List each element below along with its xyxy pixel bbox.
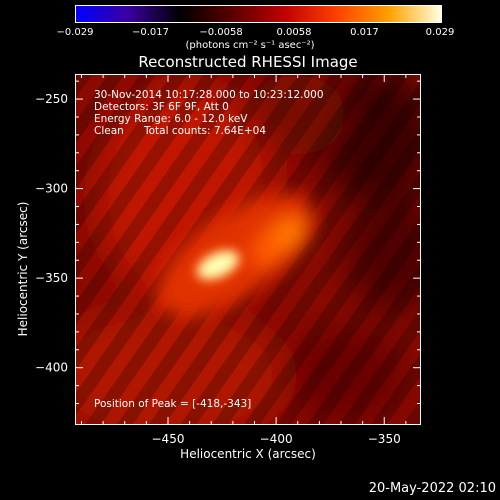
annotation-peak: Position of Peak = [-418,-343] [94, 398, 252, 410]
colorbar-tick-label: −0.0058 [199, 27, 243, 38]
x-tick-label: −400 [260, 432, 293, 446]
heatmap-image [76, 75, 420, 424]
y-axis-label: Heliocentric Y (arcsec) [16, 201, 30, 337]
y-tick-label: −350 [35, 271, 68, 285]
annotation-energy: Energy Range: 6.0 - 12.0 keV [94, 113, 248, 125]
colorbar-tick-label: 0.0058 [276, 27, 312, 38]
chart-title: Reconstructed RHESSI Image [138, 53, 358, 71]
x-axis-label: Heliocentric X (arcsec) [180, 447, 316, 461]
x-tick-label: −350 [368, 432, 401, 446]
colorbar-tick-label: −0.029 [56, 27, 94, 38]
x-tick-label: −450 [152, 432, 185, 446]
colorbar-tick-label: −0.017 [132, 27, 170, 38]
y-tick-label: −250 [35, 92, 68, 106]
annotation-method: Clean [94, 125, 124, 137]
colorbar-tick-label: 0.017 [350, 27, 379, 38]
y-tick-label: −400 [35, 361, 68, 375]
annotation-time-range: 30-Nov-2014 10:17:28.000 to 10:23:12.000 [94, 89, 324, 101]
annotation-detectors: Detectors: 3F 6F 9F, Att 0 [94, 101, 229, 113]
footer-date: 20-May-2022 02:10 [368, 481, 496, 496]
annotation-counts: Total counts: 7.64E+04 [144, 125, 267, 137]
y-tick-label: −300 [35, 182, 68, 196]
colorbar-unit-label: (photons cm⁻² s⁻¹ asec⁻²) [185, 40, 315, 51]
colorbar [75, 5, 442, 23]
plot-area: 30-Nov-2014 10:17:28.000 to 10:23:12.000… [75, 74, 421, 425]
colorbar-tick-label: 0.029 [425, 27, 455, 38]
